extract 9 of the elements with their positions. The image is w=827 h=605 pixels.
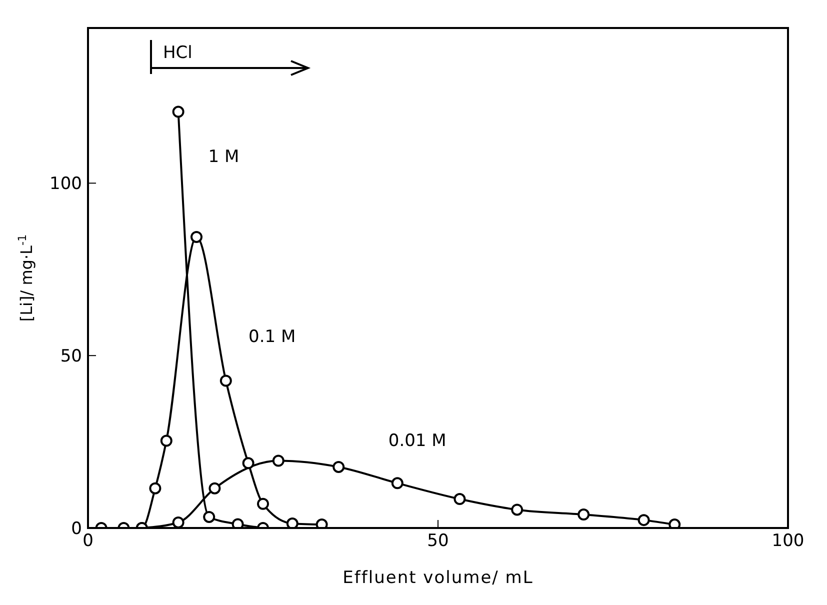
y-tick-label: 50 [60,346,82,367]
x-tick-label: 50 [427,531,449,552]
x-axis-title: Effluent volume/ mL [342,568,534,588]
ref-line-label: HCl [163,43,192,63]
series-label: 1 M [208,146,240,167]
series-label: 0.1 M [248,326,296,347]
series-label: 0.01 M [388,430,446,451]
y-tick-label: 100 [50,174,82,194]
x-tick-label: 100 [772,531,804,552]
